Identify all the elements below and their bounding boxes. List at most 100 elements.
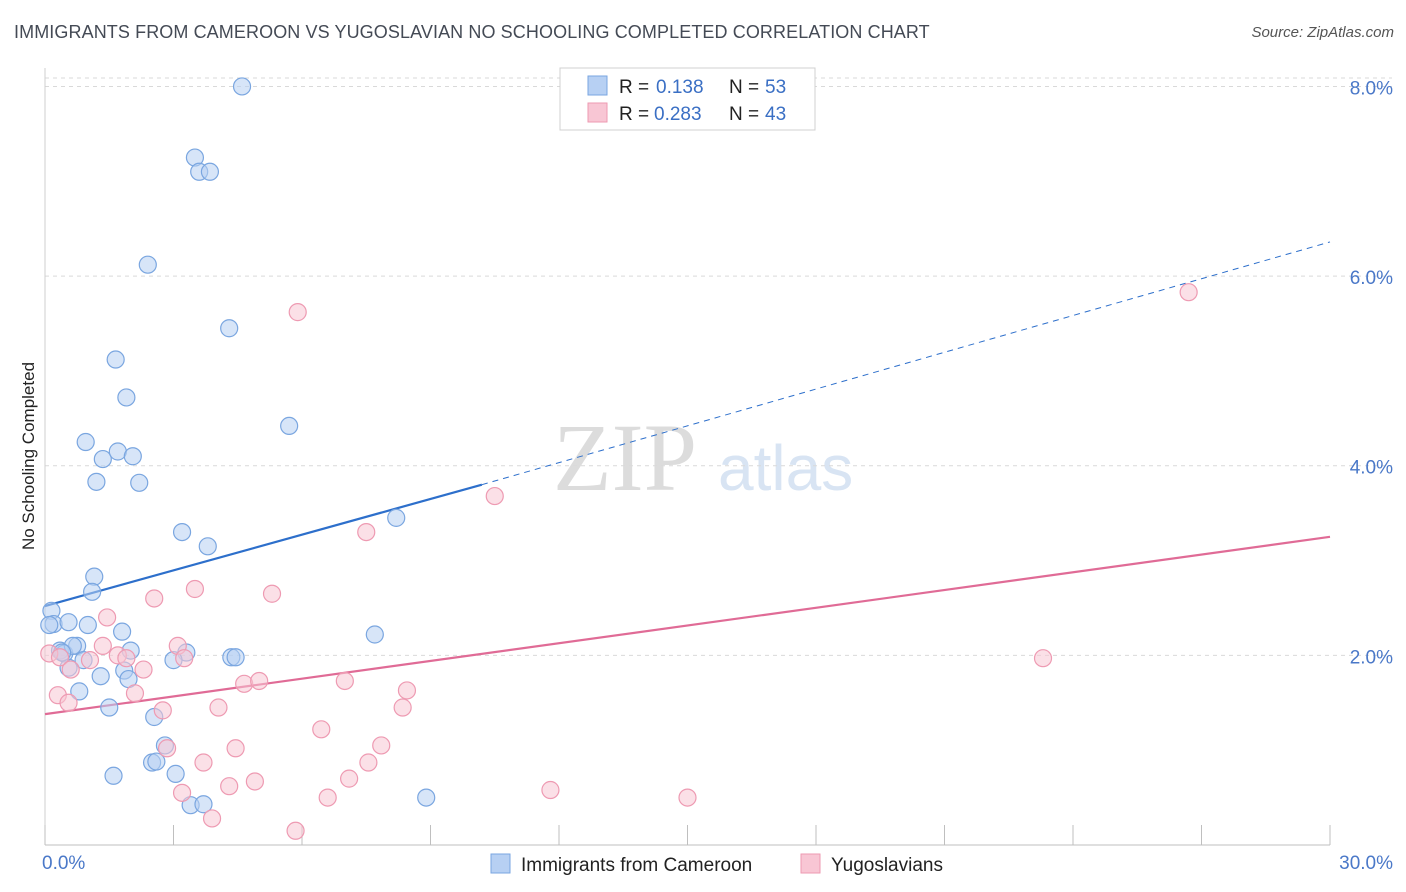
- data-point-cameroon: [232, 77, 252, 96]
- data-point-yugoslavian: [318, 788, 337, 807]
- data-point-cameroon: [91, 667, 110, 686]
- data-point-cameroon: [59, 613, 78, 632]
- data-point-yugoslavian: [372, 736, 391, 755]
- legend-r-value-blue: 0.138: [656, 77, 704, 98]
- data-point-yugoslavian: [59, 693, 78, 712]
- y-tick-label: 6.0%: [1350, 268, 1393, 289]
- data-point-yugoslavian: [117, 649, 136, 668]
- data-point-cameroon: [198, 537, 217, 556]
- data-point-yugoslavian: [50, 648, 70, 667]
- data-point-yugoslavian: [172, 783, 192, 802]
- data-point-cameroon: [130, 473, 149, 492]
- data-point-cameroon: [194, 795, 213, 814]
- data-point-yugoslavian: [61, 660, 80, 679]
- series-legend-swatch-cameroon: [490, 853, 511, 874]
- data-point-yugoslavian: [250, 671, 269, 691]
- data-point-yugoslavian: [80, 651, 100, 670]
- data-point-yugoslavian: [175, 649, 194, 668]
- data-point-cameroon: [100, 698, 119, 717]
- data-point-yugoslavian: [541, 780, 560, 800]
- data-point-yugoslavian: [359, 753, 378, 772]
- series-legend-swatch-yugoslavians: [800, 853, 821, 874]
- data-point-yugoslavian: [202, 809, 222, 828]
- legend-stats: R = 0.138 N = 53 R = 0.283 N = 43: [559, 67, 816, 131]
- legend-n-value-blue: 53: [765, 77, 786, 98]
- data-point-yugoslavian: [157, 739, 177, 758]
- data-point-yugoslavian: [235, 674, 254, 693]
- legend-swatch-pink: [587, 102, 608, 123]
- data-point-yugoslavian: [1033, 649, 1053, 668]
- data-point-cameroon: [226, 648, 245, 667]
- y-tick-label: 2.0%: [1350, 647, 1393, 668]
- data-point-cameroon: [365, 625, 384, 644]
- data-point-cameroon: [417, 788, 436, 807]
- chart-title: IMMIGRANTS FROM CAMEROON VS YUGOSLAVIAN …: [14, 22, 930, 42]
- data-point-yugoslavian: [194, 753, 213, 772]
- data-point-yugoslavian: [153, 701, 172, 720]
- data-point-cameroon: [387, 508, 406, 527]
- data-point-cameroon: [108, 442, 127, 461]
- data-point-cameroon: [76, 432, 95, 452]
- data-point-yugoslavian: [245, 772, 264, 791]
- data-point-cameroon: [280, 416, 299, 435]
- data-point-yugoslavian: [226, 739, 245, 758]
- data-point-cameroon: [93, 449, 112, 469]
- trend-line-cameroon-projection: [481, 241, 1331, 486]
- legend-n-label-pink: N =: [729, 104, 759, 125]
- y-tick-label: 8.0%: [1350, 78, 1393, 99]
- data-point-yugoslavian: [262, 584, 282, 603]
- data-point-cameroon: [85, 567, 104, 586]
- data-point-cameroon: [200, 162, 220, 181]
- data-point-yugoslavian: [288, 303, 307, 322]
- data-points: [40, 77, 1198, 840]
- data-point-yugoslavian: [393, 698, 412, 717]
- data-point-yugoslavian: [93, 636, 112, 655]
- legend-n-value-pink: 43: [765, 104, 786, 125]
- watermark-atlas: atlas: [718, 432, 853, 504]
- data-point-cameroon: [123, 447, 142, 466]
- data-point-yugoslavian: [185, 579, 205, 599]
- data-point-cameroon: [138, 255, 157, 274]
- data-point-cameroon: [112, 622, 132, 641]
- data-point-cameroon: [83, 582, 102, 601]
- data-point-yugoslavian: [340, 769, 359, 788]
- legend-r-value-pink: 0.283: [654, 104, 702, 125]
- data-point-yugoslavian: [98, 608, 117, 627]
- data-point-yugoslavian: [286, 821, 305, 840]
- y-axis-label: No Schooling Completed: [19, 362, 38, 550]
- axes: 2.0% 4.0% 6.0% 8.0% 0.0% 30.0%: [42, 68, 1393, 874]
- data-point-yugoslavian: [209, 698, 228, 717]
- series-legend-label-cameroon: Immigrants from Cameroon: [521, 855, 752, 876]
- y-tick-label: 4.0%: [1350, 458, 1393, 479]
- data-point-cameroon: [117, 388, 136, 407]
- trend-line-cameroon: [44, 483, 483, 608]
- data-point-cameroon: [40, 615, 59, 635]
- data-point-cameroon: [166, 764, 185, 783]
- data-point-cameroon: [87, 472, 106, 491]
- data-point-cameroon: [104, 766, 123, 785]
- data-point-cameroon: [70, 682, 89, 701]
- series-legend-label-yugoslavians: Yugoslavians: [831, 855, 943, 876]
- data-point-cameroon: [220, 319, 239, 338]
- data-point-yugoslavian: [1179, 283, 1198, 302]
- legend-r-label-pink: R =: [619, 104, 649, 125]
- legend-swatch-blue: [587, 75, 608, 96]
- data-point-yugoslavian: [335, 671, 354, 691]
- data-point-yugoslavian: [678, 788, 697, 807]
- data-point-yugoslavian: [357, 522, 376, 542]
- data-point-cameroon: [78, 615, 97, 635]
- data-point-yugoslavian: [397, 681, 417, 700]
- legend-r-label-blue: R =: [619, 77, 649, 98]
- source-label: Source: ZipAtlas.com: [1251, 24, 1394, 41]
- gridlines: [45, 77, 1392, 656]
- x-tick-label-min: 0.0%: [42, 853, 85, 874]
- watermark-zip: ZIP: [553, 404, 697, 511]
- data-point-yugoslavian: [220, 777, 239, 796]
- data-point-yugoslavian: [125, 684, 145, 703]
- data-point-yugoslavian: [145, 589, 164, 608]
- data-point-cameroon: [106, 350, 125, 369]
- data-point-cameroon: [172, 522, 192, 542]
- data-point-yugoslavian: [134, 660, 153, 679]
- legend-n-label-blue: N =: [729, 77, 759, 98]
